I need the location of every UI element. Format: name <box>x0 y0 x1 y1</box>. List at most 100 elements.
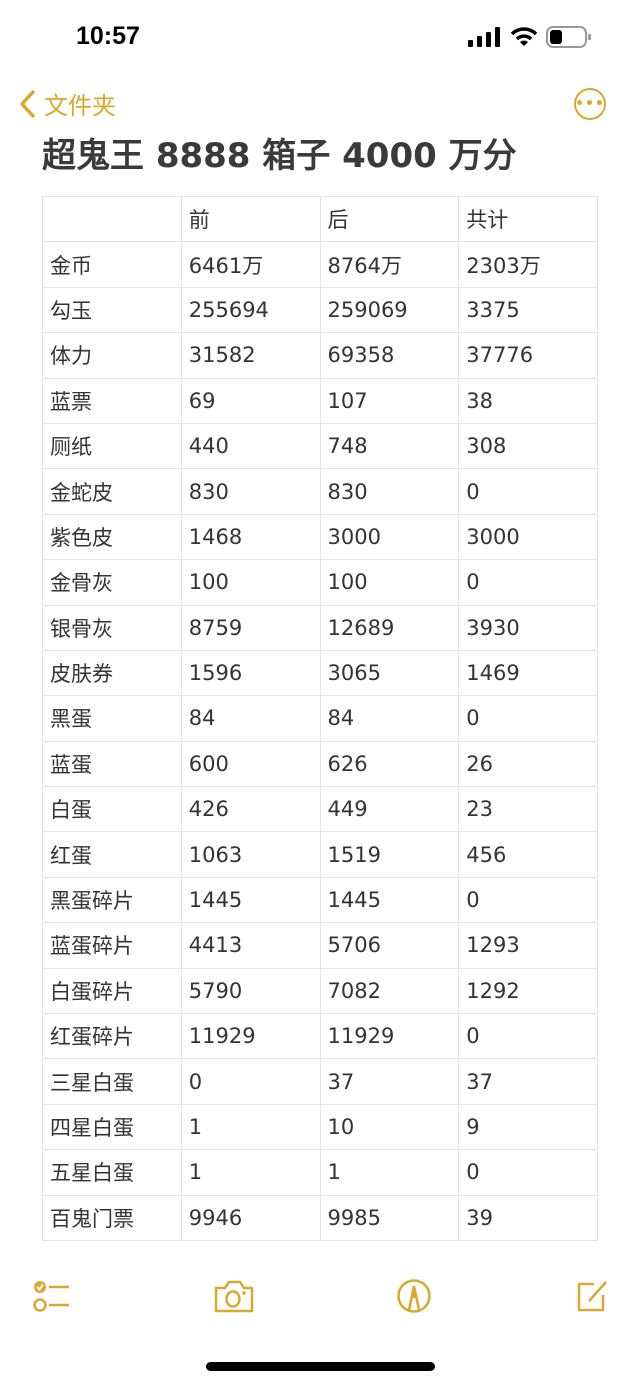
table-row: 蓝票 69 107 38 <box>42 377 598 424</box>
table-cell[interactable]: 1445 <box>180 876 321 924</box>
table-cell[interactable]: 五星白蛋 <box>42 1149 182 1196</box>
table-cell[interactable]: 9985 <box>319 1194 460 1241</box>
table-cell[interactable]: 三星白蛋 <box>42 1058 182 1105</box>
table-cell[interactable]: 440 <box>180 422 321 470</box>
table-header-cell[interactable]: 共计 <box>458 195 598 243</box>
table-cell[interactable]: 0 <box>180 1058 321 1105</box>
table-cell[interactable]: 23 <box>458 786 598 833</box>
checklist-icon[interactable] <box>32 1278 72 1314</box>
table-cell[interactable]: 0 <box>458 468 598 515</box>
table-cell[interactable]: 84 <box>319 695 460 742</box>
table-cell[interactable]: 1469 <box>458 649 598 697</box>
table-cell[interactable]: 蓝蛋碎片 <box>42 922 182 969</box>
table-cell[interactable]: 0 <box>458 1013 598 1060</box>
table-cell[interactable]: 3930 <box>458 604 598 651</box>
table-cell[interactable]: 100 <box>180 559 321 606</box>
table-cell[interactable]: 百鬼门票 <box>42 1194 182 1241</box>
table-cell[interactable]: 3000 <box>319 513 460 561</box>
table-cell[interactable]: 1063 <box>180 831 321 878</box>
table-cell[interactable]: 830 <box>319 468 460 515</box>
table-cell[interactable]: 8759 <box>180 604 321 651</box>
table-cell[interactable]: 蓝票 <box>42 377 182 424</box>
table-cell[interactable]: 308 <box>458 422 598 470</box>
table-cell[interactable]: 1 <box>180 1103 321 1151</box>
table-cell[interactable]: 体力 <box>42 332 182 379</box>
table-cell[interactable]: 3065 <box>319 649 460 697</box>
table-cell[interactable]: 4413 <box>180 922 321 969</box>
table-cell[interactable]: 厕纸 <box>42 422 182 470</box>
table-cell[interactable]: 0 <box>458 559 598 606</box>
table-cell[interactable]: 456 <box>458 831 598 878</box>
table-cell[interactable]: 37 <box>458 1058 598 1105</box>
table-cell[interactable]: 9946 <box>180 1194 321 1241</box>
table-cell[interactable]: 黑蛋 <box>42 695 182 742</box>
table-cell[interactable]: 6461万 <box>180 241 321 288</box>
table-cell[interactable]: 11929 <box>180 1013 321 1060</box>
table-cell[interactable]: 10 <box>319 1103 460 1151</box>
table-cell[interactable]: 449 <box>319 786 460 833</box>
table-cell[interactable]: 12689 <box>319 604 460 651</box>
table-cell[interactable]: 白蛋 <box>42 786 182 833</box>
table-cell[interactable]: 黑蛋碎片 <box>42 876 182 924</box>
table-cell[interactable]: 255694 <box>180 286 321 334</box>
table-cell[interactable]: 2303万 <box>458 241 598 288</box>
table-cell[interactable]: 7082 <box>319 967 460 1015</box>
table-cell[interactable]: 830 <box>180 468 321 515</box>
table-cell[interactable]: 38 <box>458 377 598 424</box>
table-cell[interactable]: 5706 <box>319 922 460 969</box>
table-cell[interactable]: 1468 <box>180 513 321 561</box>
table-cell[interactable]: 红蛋 <box>42 831 182 878</box>
table-cell[interactable]: 37 <box>319 1058 460 1105</box>
table-cell[interactable]: 37776 <box>458 332 598 379</box>
table-cell[interactable]: 31582 <box>180 332 321 379</box>
table-cell[interactable]: 0 <box>458 695 598 742</box>
table-cell[interactable]: 白蛋碎片 <box>42 967 182 1015</box>
table-header-cell[interactable] <box>42 195 182 243</box>
table-cell[interactable]: 8764万 <box>319 241 460 288</box>
table-cell[interactable]: 1519 <box>319 831 460 878</box>
table-cell[interactable]: 426 <box>180 786 321 833</box>
table-cell[interactable]: 3000 <box>458 513 598 561</box>
back-button[interactable]: 文件夹 <box>18 86 116 121</box>
table-cell[interactable]: 金骨灰 <box>42 559 182 606</box>
table-cell[interactable]: 5790 <box>180 967 321 1015</box>
table-cell[interactable]: 748 <box>319 422 460 470</box>
table-cell[interactable]: 紫色皮 <box>42 513 182 561</box>
compose-icon[interactable] <box>574 1278 610 1314</box>
table-cell[interactable]: 1445 <box>319 876 460 924</box>
table-header-cell[interactable]: 前 <box>180 195 321 243</box>
table-cell[interactable]: 3375 <box>458 286 598 334</box>
table-cell[interactable]: 0 <box>458 876 598 924</box>
markup-icon[interactable] <box>396 1278 432 1314</box>
table-cell[interactable]: 皮肤券 <box>42 649 182 697</box>
table-cell[interactable]: 84 <box>180 695 321 742</box>
table-cell[interactable]: 100 <box>319 559 460 606</box>
table-cell[interactable]: 26 <box>458 740 598 788</box>
table-cell[interactable]: 11929 <box>319 1013 460 1060</box>
table-cell[interactable]: 银骨灰 <box>42 604 182 651</box>
table-cell[interactable]: 金币 <box>42 241 182 288</box>
table-cell[interactable]: 69 <box>180 377 321 424</box>
table-cell[interactable]: 69358 <box>319 332 460 379</box>
table-header-cell[interactable]: 后 <box>319 195 460 243</box>
table-cell[interactable]: 1293 <box>458 922 598 969</box>
table-cell[interactable]: 勾玉 <box>42 286 182 334</box>
table-cell[interactable]: 0 <box>458 1149 598 1196</box>
table-cell[interactable]: 107 <box>319 377 460 424</box>
table-cell[interactable]: 金蛇皮 <box>42 468 182 515</box>
table-cell[interactable]: 9 <box>458 1103 598 1151</box>
table-cell[interactable]: 四星白蛋 <box>42 1103 182 1151</box>
table-cell[interactable]: 626 <box>319 740 460 788</box>
table-cell[interactable]: 1292 <box>458 967 598 1015</box>
home-indicator[interactable] <box>206 1362 435 1371</box>
table-cell[interactable]: 蓝蛋 <box>42 740 182 788</box>
table-cell[interactable]: 1 <box>180 1149 321 1196</box>
table-cell[interactable]: 39 <box>458 1194 598 1241</box>
camera-icon[interactable] <box>213 1278 255 1314</box>
table-cell[interactable]: 1596 <box>180 649 321 697</box>
table-cell[interactable]: 259069 <box>319 286 460 334</box>
table-cell[interactable]: 1 <box>319 1149 460 1196</box>
table-cell[interactable]: 红蛋碎片 <box>42 1013 182 1060</box>
more-options-button[interactable]: ••• <box>574 88 606 120</box>
table-cell[interactable]: 600 <box>180 740 321 788</box>
